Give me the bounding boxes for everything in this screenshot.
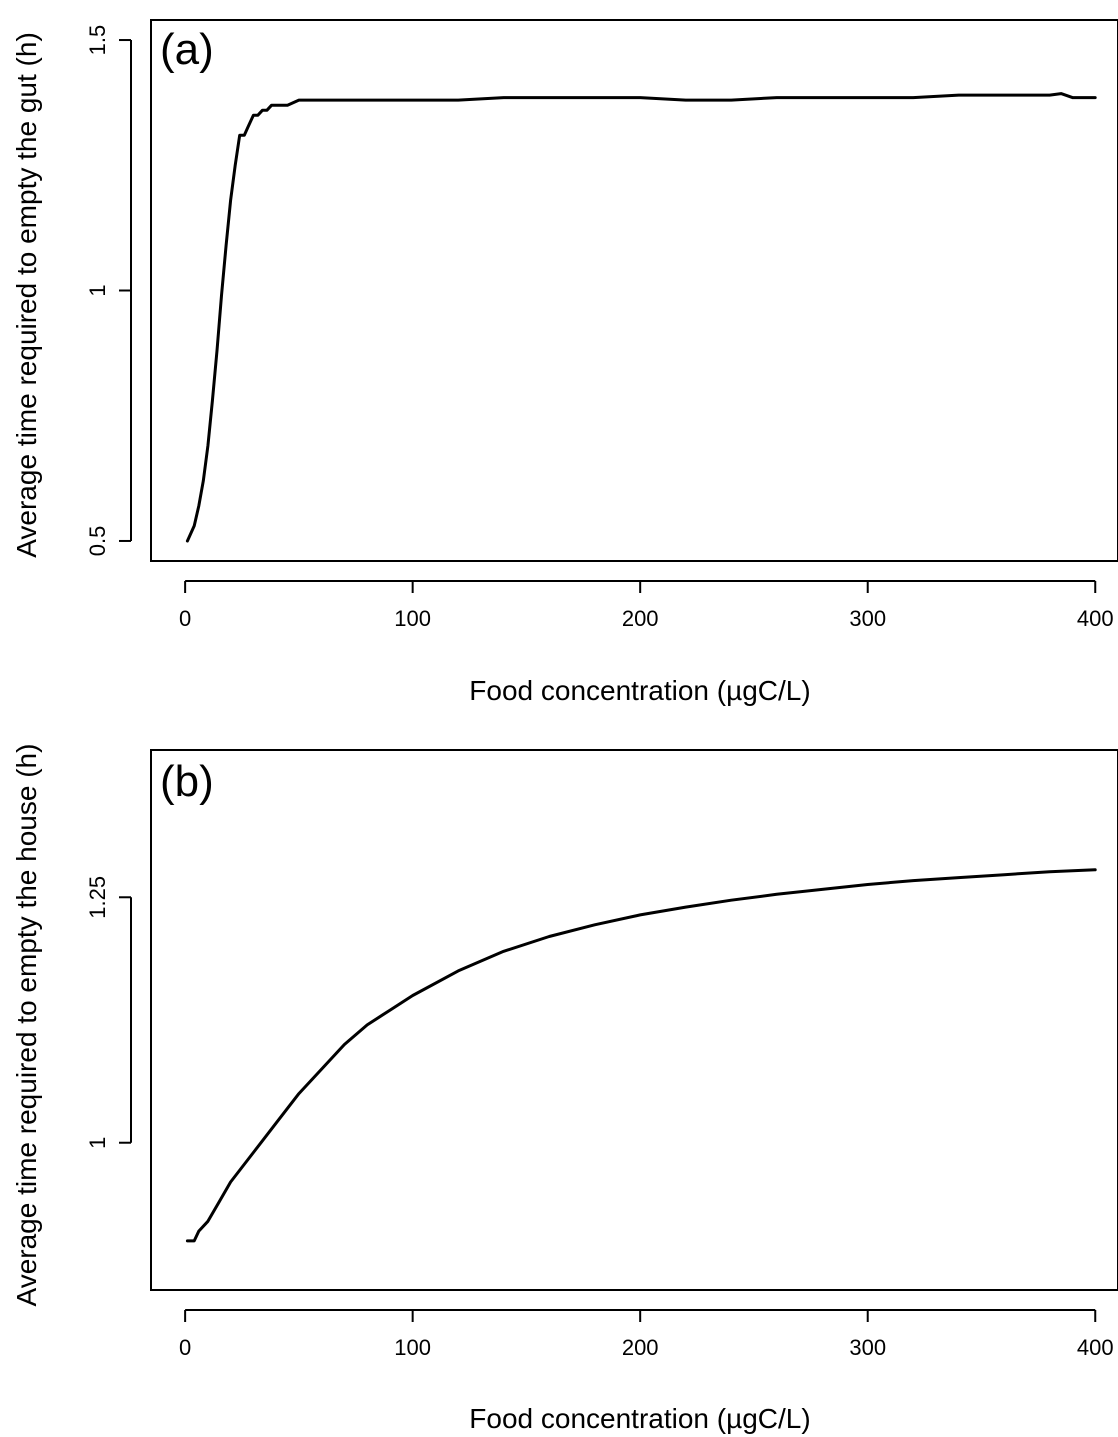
x-tick-label-a: 0: [179, 606, 191, 631]
panel-a: (a) Food concentration (µgC/L) Average t…: [11, 19, 1118, 706]
x-tick-label-b: 0: [179, 1335, 191, 1360]
plot-frame-a: [150, 19, 1118, 562]
x-tick-label-b: 200: [622, 1335, 659, 1360]
x-tick-label-b: 100: [394, 1335, 431, 1360]
y-axis-title-b: Average time required to empty the house…: [11, 744, 42, 1307]
data-line-a: [185, 92, 1097, 543]
y-tick-label-b: 1.25: [85, 876, 110, 919]
x-tick-label-a: 200: [622, 606, 659, 631]
panel-label-a: (a): [160, 25, 214, 74]
axes-b: 0 100 200 300 400 1 1.25: [85, 876, 1114, 1360]
x-axis-title-b: Food concentration (µgC/L): [469, 1403, 810, 1434]
x-tick-label-a: 400: [1077, 606, 1114, 631]
y-tick-label-a: 1.5: [85, 25, 110, 56]
x-tick-label-a: 300: [849, 606, 886, 631]
panel-label-b: (b): [160, 757, 214, 806]
y-tick-label-b: 1: [85, 1137, 110, 1149]
y-tick-label-a: 0.5: [85, 526, 110, 557]
data-line-b: [185, 868, 1097, 1243]
y-axis-title-a: Average time required to empty the gut (…: [11, 32, 42, 558]
y-tick-label-a: 1: [85, 284, 110, 296]
x-axis-title-a: Food concentration (µgC/L): [469, 675, 810, 706]
x-tick-label-b: 400: [1077, 1335, 1114, 1360]
plot-frame-b: [150, 749, 1118, 1291]
axes-a: 0 100 200 300 400 0.5 1 1.5: [85, 25, 1114, 631]
panel-b: (b) Food concentration (µgC/L) Average t…: [11, 744, 1118, 1434]
x-tick-label-a: 100: [394, 606, 431, 631]
x-tick-label-b: 300: [849, 1335, 886, 1360]
